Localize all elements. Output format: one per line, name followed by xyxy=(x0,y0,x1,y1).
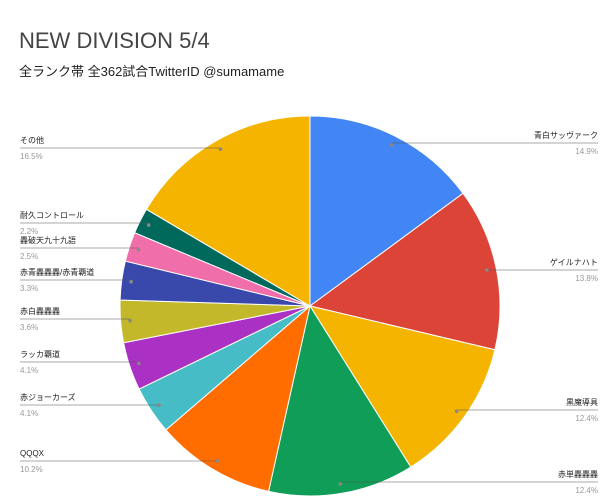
leader-dot xyxy=(454,409,459,413)
slice-value-label: 3.3% xyxy=(20,284,38,293)
slice-label: QQQX xyxy=(20,449,45,458)
pie-slice xyxy=(267,304,412,497)
slice-value-label: 2.2% xyxy=(20,227,38,236)
slice-label: 赤単轟轟轟 xyxy=(558,469,598,479)
slice-label: ゲイルナハト xyxy=(550,257,598,267)
leader-dot xyxy=(485,268,489,272)
pie-slice xyxy=(165,304,311,493)
leader-dot xyxy=(389,143,394,147)
slice-value-label: 3.6% xyxy=(20,323,38,332)
slice-label: 赤白轟轟轟 xyxy=(20,306,60,316)
slice-label: ラッカ覇道 xyxy=(20,349,60,359)
slice-value-label: 2.5% xyxy=(20,252,38,261)
leader-dot xyxy=(129,279,133,284)
pie-slice xyxy=(145,115,311,307)
slice-label: 赤青轟轟轟/赤青覇道 xyxy=(20,267,94,277)
chart-title: NEW DIVISION 5/4 xyxy=(19,28,210,53)
leader-dot xyxy=(128,318,132,323)
pie-slice xyxy=(309,115,464,307)
leader-dot xyxy=(136,247,141,252)
slice-label: 耐久コントロール xyxy=(20,210,84,220)
slice-value-label: 12.4% xyxy=(575,486,598,495)
slice-value-label: 10.2% xyxy=(20,465,43,474)
leader-dot xyxy=(215,458,219,463)
leader-dot xyxy=(137,361,141,366)
pie-slice xyxy=(308,192,501,351)
leader-dot xyxy=(146,223,151,227)
slice-label: 黒魔導具 xyxy=(566,397,598,407)
slice-label: 青白サッヴァーク xyxy=(534,130,598,140)
slice-label: 轟破天九十九語 xyxy=(20,235,76,245)
slice-label: その他 xyxy=(20,135,44,145)
slice-value-label: 4.1% xyxy=(20,409,38,418)
slice-label: 赤ジョーカーズ xyxy=(20,392,76,402)
slice-value-label: 13.8% xyxy=(575,274,598,283)
slice-value-label: 12.4% xyxy=(575,414,598,423)
chart-subtitle: 全ランク帯 全362試合TwitterID @sumamame xyxy=(19,64,284,79)
leader-dot xyxy=(338,482,343,486)
pie-slice xyxy=(308,305,496,468)
slice-value-label: 16.5% xyxy=(20,152,43,161)
leader-dot xyxy=(218,147,223,152)
slice-value-label: 4.1% xyxy=(20,366,38,375)
leader-dot xyxy=(157,403,161,407)
slice-value-label: 14.9% xyxy=(575,147,598,156)
